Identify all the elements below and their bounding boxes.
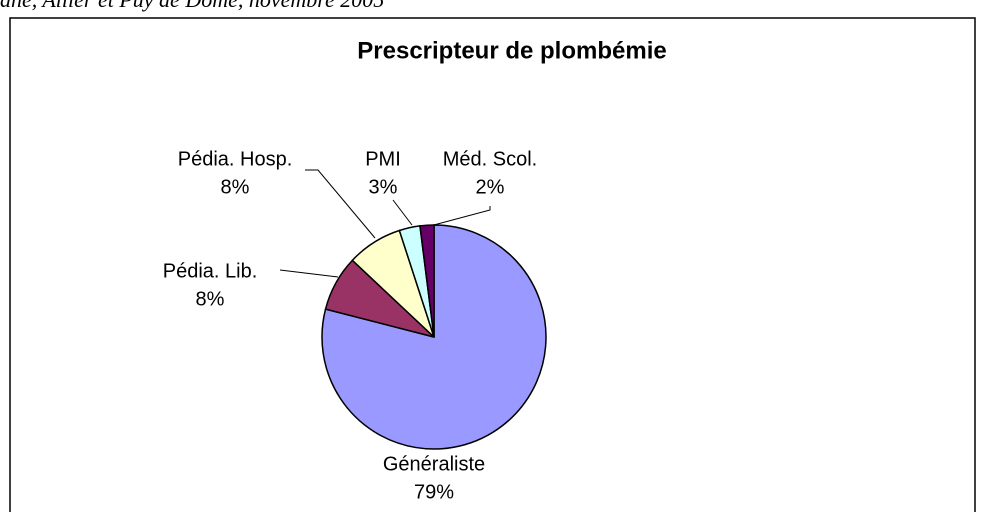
slice-value-label: 79% [414,481,454,503]
leader-line [392,199,413,226]
slice-value-label: 2% [476,176,505,198]
slice-label: Généraliste [383,453,485,475]
header-text: ane, Allier et Puy de Dôme, novembre 200… [0,0,384,12]
slice-label: Pédia. Hosp. [178,148,293,170]
leader-lines [279,169,491,278]
slice-value-label: 8% [196,288,225,310]
pie-slice [321,224,547,450]
slice-label: Pédia. Lib. [163,260,258,282]
leader-line [305,169,376,239]
pie-slice [419,224,435,338]
slice-value-label: 8% [221,176,250,198]
slice-value-label: 3% [369,176,398,198]
chart-title: Prescripteur de plombémie [357,37,666,64]
pie [321,224,547,450]
slice-label: PMI [365,148,401,170]
leader-line [279,269,339,278]
slice-label: Méd. Scol. [443,148,537,170]
leader-line [429,206,491,227]
